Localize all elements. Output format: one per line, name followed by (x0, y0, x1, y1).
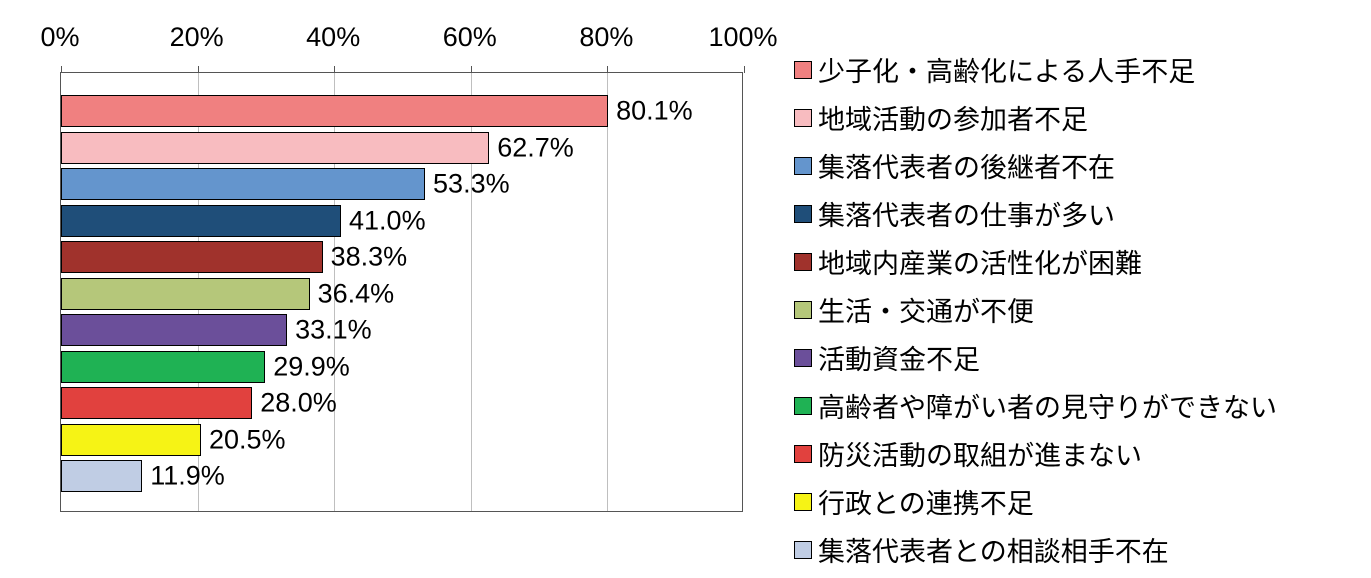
bar (61, 205, 341, 237)
legend-swatch (794, 205, 812, 223)
bar (61, 351, 265, 383)
x-axis-label: 60% (443, 22, 497, 53)
legend-item: 行政との連携不足 (794, 482, 1277, 521)
bar (61, 460, 142, 492)
legend-label: 生活・交通が不便 (818, 290, 1034, 329)
legend-swatch (794, 253, 812, 271)
bar-value-label: 38.3% (323, 242, 408, 273)
legend-label: 行政との連携不足 (818, 482, 1034, 521)
bar (61, 424, 201, 456)
x-axis-label: 0% (40, 22, 79, 53)
legend-label: 集落代表者との相談相手不在 (818, 530, 1169, 569)
legend-label: 防災活動の取組が進まない (818, 434, 1142, 473)
legend-item: 集落代表者の後継者不在 (794, 146, 1277, 185)
legend-label: 活動資金不足 (818, 338, 980, 377)
bar-value-label: 29.9% (265, 351, 350, 382)
bar (61, 278, 310, 310)
x-axis-label: 20% (170, 22, 224, 53)
legend-item: 地域内産業の活性化が困難 (794, 242, 1277, 281)
bar-value-label: 62.7% (489, 132, 574, 163)
legend-label: 高齢者や障がい者の見守りができない (818, 386, 1277, 425)
bar-value-label: 53.3% (425, 169, 510, 200)
legend-swatch (794, 157, 812, 175)
legend-item: 防災活動の取組が進まない (794, 434, 1277, 473)
legend-swatch (794, 445, 812, 463)
legend-swatch (794, 493, 812, 511)
bar-value-label: 80.1% (608, 96, 693, 127)
legend-item: 生活・交通が不便 (794, 290, 1277, 329)
legend-swatch (794, 109, 812, 127)
legend-item: 地域活動の参加者不足 (794, 98, 1277, 137)
axis-tick (607, 66, 608, 73)
bar-value-label: 33.1% (287, 315, 372, 346)
legend-swatch (794, 397, 812, 415)
axis-tick (334, 66, 335, 73)
bar-value-label: 41.0% (341, 205, 426, 236)
legend-swatch (794, 349, 812, 367)
legend-swatch (794, 301, 812, 319)
legend-label: 地域活動の参加者不足 (818, 98, 1088, 137)
bar (61, 314, 287, 346)
legend-item: 活動資金不足 (794, 338, 1277, 377)
x-axis-label: 40% (306, 22, 360, 53)
legend-swatch (794, 541, 812, 559)
legend-item: 高齢者や障がい者の見守りができない (794, 386, 1277, 425)
legend-item: 集落代表者との相談相手不在 (794, 530, 1277, 569)
bar-value-label: 28.0% (252, 388, 337, 419)
bar (61, 132, 489, 164)
legend-label: 少子化・高齢化による人手不足 (818, 50, 1195, 89)
plot-area: 80.1% 62.7% 53.3% 41.0% 38.3% 36.4% 33.1% 29.9%… (60, 72, 743, 512)
bar-value-label: 11.9% (142, 461, 225, 492)
x-axis-label: 100% (708, 22, 777, 53)
legend: 少子化・高齢化による人手不足地域活動の参加者不足集落代表者の後継者不在集落代表者… (794, 50, 1277, 578)
bar (61, 387, 252, 419)
x-axis-label: 80% (579, 22, 633, 53)
bar (61, 241, 323, 273)
bar (61, 95, 608, 127)
axis-tick (744, 66, 745, 73)
legend-label: 集落代表者の後継者不在 (818, 146, 1115, 185)
axis-tick (471, 66, 472, 73)
legend-label: 地域内産業の活性化が困難 (818, 242, 1142, 281)
axis-tick (198, 66, 199, 73)
legend-item: 集落代表者の仕事が多い (794, 194, 1277, 233)
legend-label: 集落代表者の仕事が多い (818, 194, 1115, 233)
legend-swatch (794, 61, 812, 79)
bar (61, 168, 425, 200)
axis-tick (61, 66, 62, 73)
legend-item: 少子化・高齢化による人手不足 (794, 50, 1277, 89)
bar-value-label: 36.4% (310, 278, 395, 309)
bar-value-label: 20.5% (201, 424, 286, 455)
gridline (607, 73, 608, 511)
